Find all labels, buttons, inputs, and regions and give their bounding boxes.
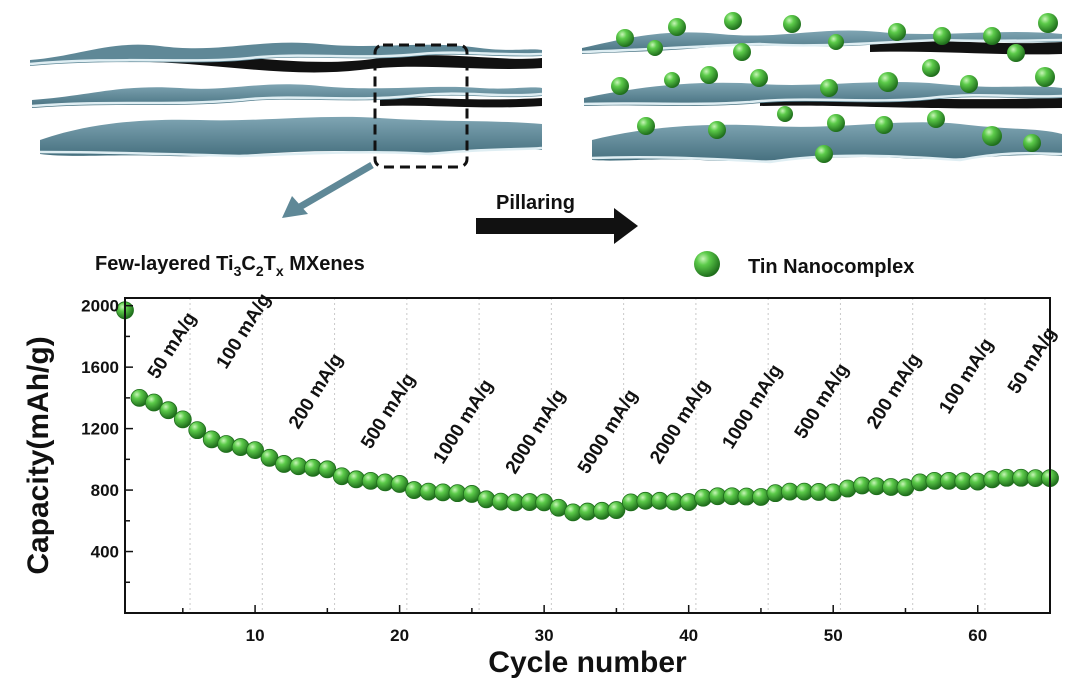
x-tick-label: 40 [679, 626, 698, 645]
data-point [173, 410, 192, 429]
zoom-arrow [296, 161, 374, 212]
data-point [159, 401, 178, 420]
rate-label: 1000 mA/g [718, 361, 786, 453]
tin-sphere [922, 59, 940, 77]
sheet-dark-underlayer-2 [380, 97, 542, 108]
data-points [116, 301, 1059, 522]
x-tick-label: 20 [390, 626, 409, 645]
tin-sphere [1038, 13, 1058, 33]
mxene-sheets-right [581, 12, 1063, 164]
data-point [318, 460, 337, 479]
tin-sphere [783, 15, 801, 33]
rate-label: 500 mA/g [791, 360, 854, 443]
legend-label: Tin Nanocomplex [748, 256, 914, 278]
tin-sphere [1023, 134, 1041, 152]
rate-label: 100 mA/g [935, 335, 998, 418]
x-tick-label: 10 [246, 626, 265, 645]
mxene-sheets-left [29, 42, 543, 218]
tin-sphere [750, 69, 768, 87]
y-tick-label: 800 [91, 481, 119, 500]
y-axis-ticks: 400 800 1200 1600 2000 [81, 297, 133, 584]
legend: Tin Nanocomplex [694, 251, 914, 278]
rate-label: 5000 mA/g [574, 386, 642, 478]
sheet-3 [40, 116, 542, 157]
tin-sphere [888, 23, 906, 41]
zoom-dashed-box [373, 43, 469, 169]
tin-sphere [668, 18, 686, 36]
plot-frame [124, 297, 1051, 614]
data-point [607, 501, 626, 519]
tin-sphere [960, 75, 978, 93]
data-point [332, 467, 351, 486]
tin-sphere [982, 126, 1002, 146]
pillaring-label: Pillaring [496, 192, 575, 214]
data-point [145, 393, 163, 412]
tin-sphere [878, 72, 898, 92]
left-caption: Few-layered Ti3C2Tx MXenes [95, 253, 365, 279]
tin-sphere [1035, 67, 1055, 87]
data-point [838, 479, 857, 498]
legend-sphere-icon [694, 251, 720, 277]
rate-label: 500 mA/g [357, 370, 420, 453]
tin-sphere [875, 116, 893, 134]
tin-sphere [927, 110, 945, 128]
y-axis-label: Capacity(mAh/g) [22, 336, 55, 574]
data-point [217, 435, 236, 453]
tin-sphere [815, 145, 833, 163]
y-tick-label: 2000 [81, 297, 119, 316]
data-point [231, 438, 250, 456]
rate-label: 100 mA/g [213, 290, 276, 373]
pillaring-arrow: Pillaring [476, 192, 638, 244]
tin-sphere [828, 34, 844, 50]
tin-sphere [664, 72, 680, 88]
tin-sphere [777, 106, 793, 122]
rate-label: 2000 mA/g [502, 386, 570, 478]
tin-sphere [708, 121, 726, 139]
rate-label: 50 mA/g [144, 309, 201, 383]
x-tick-label: 50 [824, 626, 843, 645]
tin-sphere [647, 40, 663, 56]
tin-spheres [611, 12, 1058, 163]
tin-sphere [611, 77, 629, 95]
x-tick-label: 30 [535, 626, 554, 645]
x-tick-label: 60 [968, 626, 987, 645]
rate-label: 200 mA/g [863, 350, 926, 433]
tin-sphere [1007, 44, 1025, 62]
rate-label: 1000 mA/g [429, 376, 497, 468]
tin-sphere [637, 117, 655, 135]
x-axis-label: Cycle number [488, 646, 687, 679]
tin-sphere [724, 12, 742, 30]
tin-sphere [820, 79, 838, 97]
y-tick-label: 1200 [81, 420, 119, 439]
rate-label: 200 mA/g [285, 350, 348, 433]
y-tick-label: 400 [91, 543, 119, 562]
tin-sphere [733, 43, 751, 61]
rate-label: 50 mA/g [1004, 324, 1061, 398]
tin-sphere [983, 27, 1001, 45]
tin-sphere [616, 29, 634, 47]
rate-label: 2000 mA/g [646, 376, 714, 468]
tin-sphere [700, 66, 718, 84]
data-point [188, 421, 207, 440]
tin-sphere [827, 114, 845, 132]
y-tick-label: 1600 [81, 358, 119, 377]
x-axis-ticks: 10 20 30 40 50 60 [182, 605, 1051, 645]
tin-sphere [933, 27, 951, 45]
data-point [246, 441, 264, 460]
